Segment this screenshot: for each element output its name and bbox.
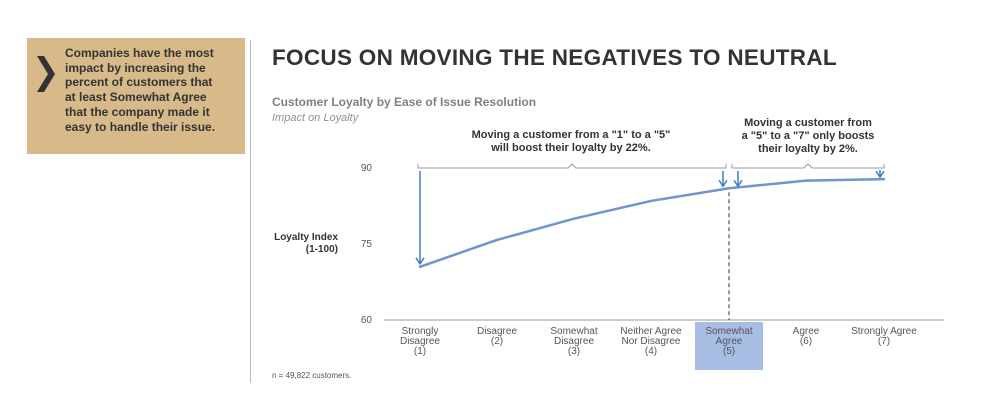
- callout-line: percent of customers that: [65, 75, 213, 90]
- loyalty-series-line: [418, 177, 886, 269]
- x-tick-label: (2): [491, 336, 503, 347]
- x-tick-label: Disagree: [554, 336, 594, 347]
- y-axis-label: Loyalty Index: [274, 232, 338, 243]
- bracket-1-to-5: [417, 163, 727, 169]
- x-tick-label: Disagree: [477, 326, 517, 337]
- y-axis-label: (1-100): [306, 244, 338, 255]
- x-tick-label: Strongly: [402, 326, 439, 337]
- x-tick-label: Somewhat: [705, 326, 752, 337]
- loyalty-gain-arrow-head: [875, 170, 885, 179]
- chevron-right-icon: [37, 56, 55, 92]
- loyalty-gain-arrow-head: [733, 179, 743, 188]
- divider-line: [250, 40, 251, 383]
- x-tick-label: Disagree: [400, 336, 440, 347]
- x-tick-label: Neither Agree: [620, 326, 682, 337]
- data-point: [882, 177, 886, 181]
- y-tick-label: 75: [361, 239, 373, 250]
- x-tick-label: Agree: [716, 336, 743, 347]
- x-tick-label: (3): [568, 346, 580, 357]
- y-tick-label: 90: [361, 163, 373, 174]
- callout-line: easy to handle their issue.: [65, 119, 216, 134]
- callout-line: at least Somewhat Agree: [65, 90, 207, 105]
- x-tick-label: Somewhat: [550, 326, 597, 337]
- y-tick-label: 60: [361, 315, 373, 326]
- x-tick-label: (5): [723, 346, 735, 357]
- callout-text: Companies have the most impact by increa…: [65, 46, 241, 134]
- loyalty-gain-arrow-head: [415, 257, 425, 266]
- chart-title: Customer Loyalty by Ease of Issue Resolu…: [272, 95, 537, 109]
- data-point: [649, 199, 653, 203]
- x-tick-label: (6): [800, 336, 812, 347]
- data-point: [418, 265, 422, 268]
- data-point: [804, 179, 808, 182]
- x-tick-label: (1): [414, 346, 426, 357]
- chart-subtitle: Impact on Loyalty: [272, 112, 359, 124]
- sample-size-note: n = 49,822 customers.: [272, 371, 352, 380]
- data-point: [727, 187, 731, 190]
- callout-box: Companies have the most impact by increa…: [27, 38, 245, 154]
- annotation-text: Moving a customer from a "1" to a "5": [472, 129, 671, 141]
- callout-line: that the company made it: [65, 104, 210, 119]
- x-tick-label: Strongly Agree: [851, 326, 917, 337]
- annotation-text: a "5" to a "7" only boosts: [742, 130, 875, 142]
- x-tick-label: (7): [878, 336, 890, 347]
- highlight-category-box: [695, 322, 763, 370]
- bracket-5-to-7: [731, 163, 885, 169]
- annotation-text: will boost their loyalty by 22%.: [490, 142, 651, 154]
- data-point: [495, 238, 499, 242]
- data-point: [572, 217, 576, 220]
- x-tick-label: Agree: [793, 326, 820, 337]
- callout-line: Companies have the most: [65, 46, 214, 60]
- annotation-text: Moving a customer from: [744, 117, 872, 129]
- loyalty-gain-arrow-head: [718, 179, 728, 188]
- page-title: FOCUS ON MOVING THE NEGATIVES TO NEUTRAL: [272, 45, 837, 70]
- x-tick-label: Nor Disagree: [622, 336, 681, 347]
- annotation-text: their loyalty by 2%.: [758, 143, 858, 155]
- callout-line: impact by increasing the: [65, 60, 206, 75]
- x-tick-label: (4): [645, 346, 657, 357]
